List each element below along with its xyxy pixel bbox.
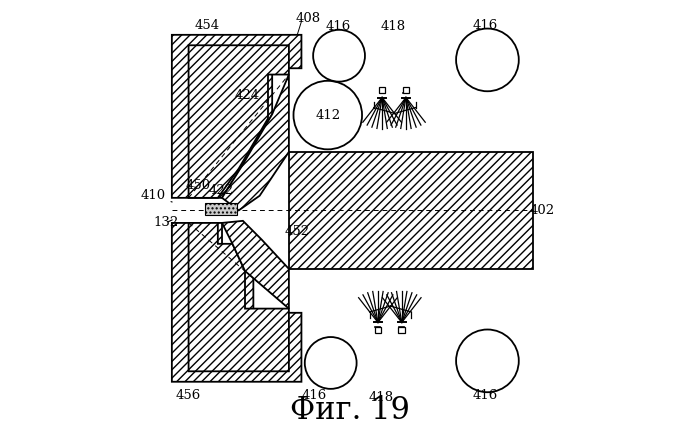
Polygon shape	[222, 75, 289, 210]
Polygon shape	[189, 45, 289, 198]
Circle shape	[305, 337, 356, 389]
Polygon shape	[172, 35, 301, 198]
Text: 424: 424	[235, 89, 259, 102]
Text: 454: 454	[195, 19, 220, 32]
Bar	[375, 327, 381, 333]
Polygon shape	[289, 152, 533, 269]
Text: 402: 402	[529, 204, 554, 217]
Text: 418: 418	[381, 20, 406, 33]
Text: 408: 408	[295, 12, 320, 25]
Text: 416: 416	[473, 19, 498, 32]
Text: 416: 416	[325, 20, 350, 33]
Text: 422: 422	[208, 184, 233, 197]
Polygon shape	[222, 221, 289, 308]
Polygon shape	[172, 223, 301, 382]
Circle shape	[456, 329, 519, 392]
Text: 416: 416	[301, 389, 326, 402]
Bar	[403, 87, 410, 93]
Bar	[398, 327, 405, 333]
Text: 452: 452	[284, 225, 310, 238]
Text: 456: 456	[176, 389, 201, 402]
Text: 410: 410	[140, 189, 172, 202]
Text: 418: 418	[368, 391, 394, 404]
Bar	[379, 87, 385, 93]
Circle shape	[456, 29, 519, 91]
Circle shape	[313, 30, 365, 82]
Text: 412: 412	[315, 109, 340, 121]
Polygon shape	[189, 223, 289, 372]
Text: 450: 450	[186, 179, 211, 192]
Text: 132: 132	[153, 216, 178, 230]
Text: 416: 416	[473, 389, 498, 402]
Bar	[206, 203, 237, 214]
Circle shape	[294, 81, 362, 149]
Text: Фиг. 19: Фиг. 19	[289, 395, 410, 426]
